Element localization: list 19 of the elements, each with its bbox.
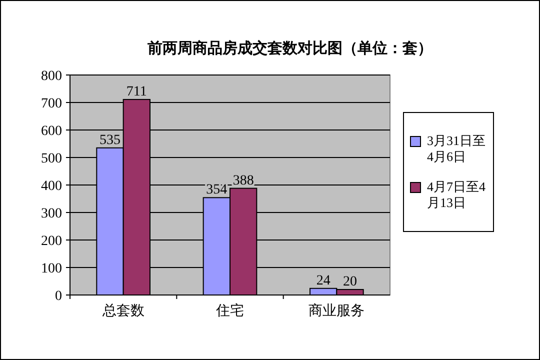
y-tick-label: 0 — [55, 289, 62, 304]
y-tick-label: 200 — [41, 234, 62, 249]
x-tick-label: 总套数 — [101, 303, 144, 319]
y-tick-label: 100 — [41, 262, 62, 276]
y-tick-label: 400 — [41, 179, 62, 194]
data-label: 20 — [343, 274, 357, 290]
y-tick-label: 600 — [41, 124, 62, 139]
legend-label: 4月7日至4月13日 — [427, 179, 486, 211]
legend-label: 3月31日至4月6日 — [427, 133, 486, 165]
data-label: 535 — [100, 132, 120, 148]
data-label: 711 — [126, 84, 147, 100]
chart-title: 前两周商品房成交套数对比图（单位：套） — [146, 39, 432, 57]
data-label: 24 — [316, 273, 330, 288]
y-tick-label: 300 — [41, 206, 62, 222]
y-tick-label: 500 — [41, 152, 62, 166]
x-tick-label: 商业服务 — [308, 303, 365, 319]
x-tick-label: 住宅 — [215, 303, 244, 319]
y-tick-label: 800 — [41, 69, 62, 84]
y-tick-label: 700 — [41, 96, 62, 112]
